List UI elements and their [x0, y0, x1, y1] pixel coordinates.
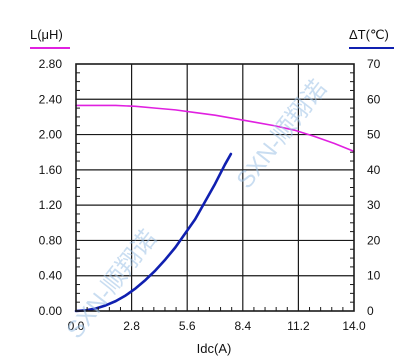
right-y-tick-label: 40 — [367, 163, 381, 177]
right-y-tick-label: 20 — [367, 233, 381, 247]
left-y-tick-label: 2.80 — [39, 57, 63, 71]
left-y-tick-label: 0.40 — [39, 269, 63, 283]
x-tick-label: 8.4 — [234, 319, 251, 333]
labels: 0.0 2.8 5.6 8.4 11.2 14.0 0.00 0.40 0.80 1.20 1.60… — [30, 27, 394, 356]
inductance-line — [75, 104, 355, 153]
left-y-tick-label: 2.40 — [39, 92, 63, 106]
x-tick-label: 0.0 — [68, 319, 85, 333]
series-layer — [74, 104, 355, 313]
x-tick-label: 14.0 — [342, 319, 366, 333]
plot-frame — [75, 63, 355, 312]
right-y-tick-label: 10 — [367, 269, 381, 283]
temperature-rise-line — [74, 152, 233, 313]
left-y-tick-label: 1.60 — [39, 163, 63, 177]
right-y-tick-label: 0 — [367, 304, 374, 318]
left-y-tick-label: 0.80 — [39, 233, 63, 247]
right-y-tick-label: 30 — [367, 198, 381, 212]
x-tick-label: 2.8 — [123, 319, 140, 333]
right-y-tick-label: 50 — [367, 128, 381, 142]
left-axis-title: L(μH) — [30, 27, 63, 42]
right-y-tick-label: 70 — [367, 57, 381, 71]
x-axis-title: Idc(A) — [197, 341, 232, 356]
left-y-tick-label: 2.00 — [39, 128, 63, 142]
right-axis-title: ΔT(℃) — [349, 27, 389, 42]
plot-border — [75, 63, 355, 312]
grid — [76, 64, 354, 311]
x-tick-label: 11.2 — [287, 319, 310, 333]
right-y-tick-label: 60 — [367, 92, 381, 106]
left-y-tick-label: 1.20 — [39, 198, 63, 212]
left-y-tick-label: 0.00 — [39, 304, 63, 318]
x-tick-label: 5.6 — [179, 319, 196, 333]
